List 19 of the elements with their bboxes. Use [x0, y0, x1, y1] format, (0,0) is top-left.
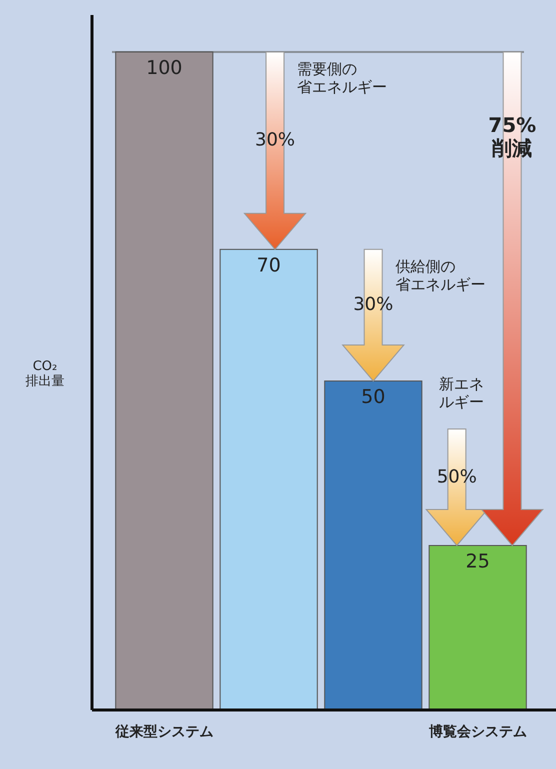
x-tick-label: 従来型システム [114, 724, 214, 740]
data-label: 25 [466, 550, 490, 572]
annotation: 省エネルギー [297, 78, 388, 96]
annotation: 75% [488, 113, 536, 137]
bar [115, 52, 214, 710]
data-label: 50 [361, 386, 386, 408]
data-label: 70 [256, 254, 281, 276]
y-axis-title: CO₂ 排出量 [26, 359, 64, 389]
annotation: 需要側の [297, 60, 358, 78]
data-label: 100 [146, 57, 182, 79]
annotation: 供給側の [395, 257, 456, 276]
annotation: 省エネルギー [395, 275, 486, 294]
annotation: 新エネ [438, 375, 484, 393]
x-tick-label: 博覧会システム [428, 724, 527, 740]
annotation: 50% [436, 466, 477, 488]
annotation: 削減 [491, 136, 532, 160]
annotation: 30% [353, 294, 394, 316]
annotation: 30% [255, 130, 296, 151]
annotation: ルギー [438, 393, 484, 411]
